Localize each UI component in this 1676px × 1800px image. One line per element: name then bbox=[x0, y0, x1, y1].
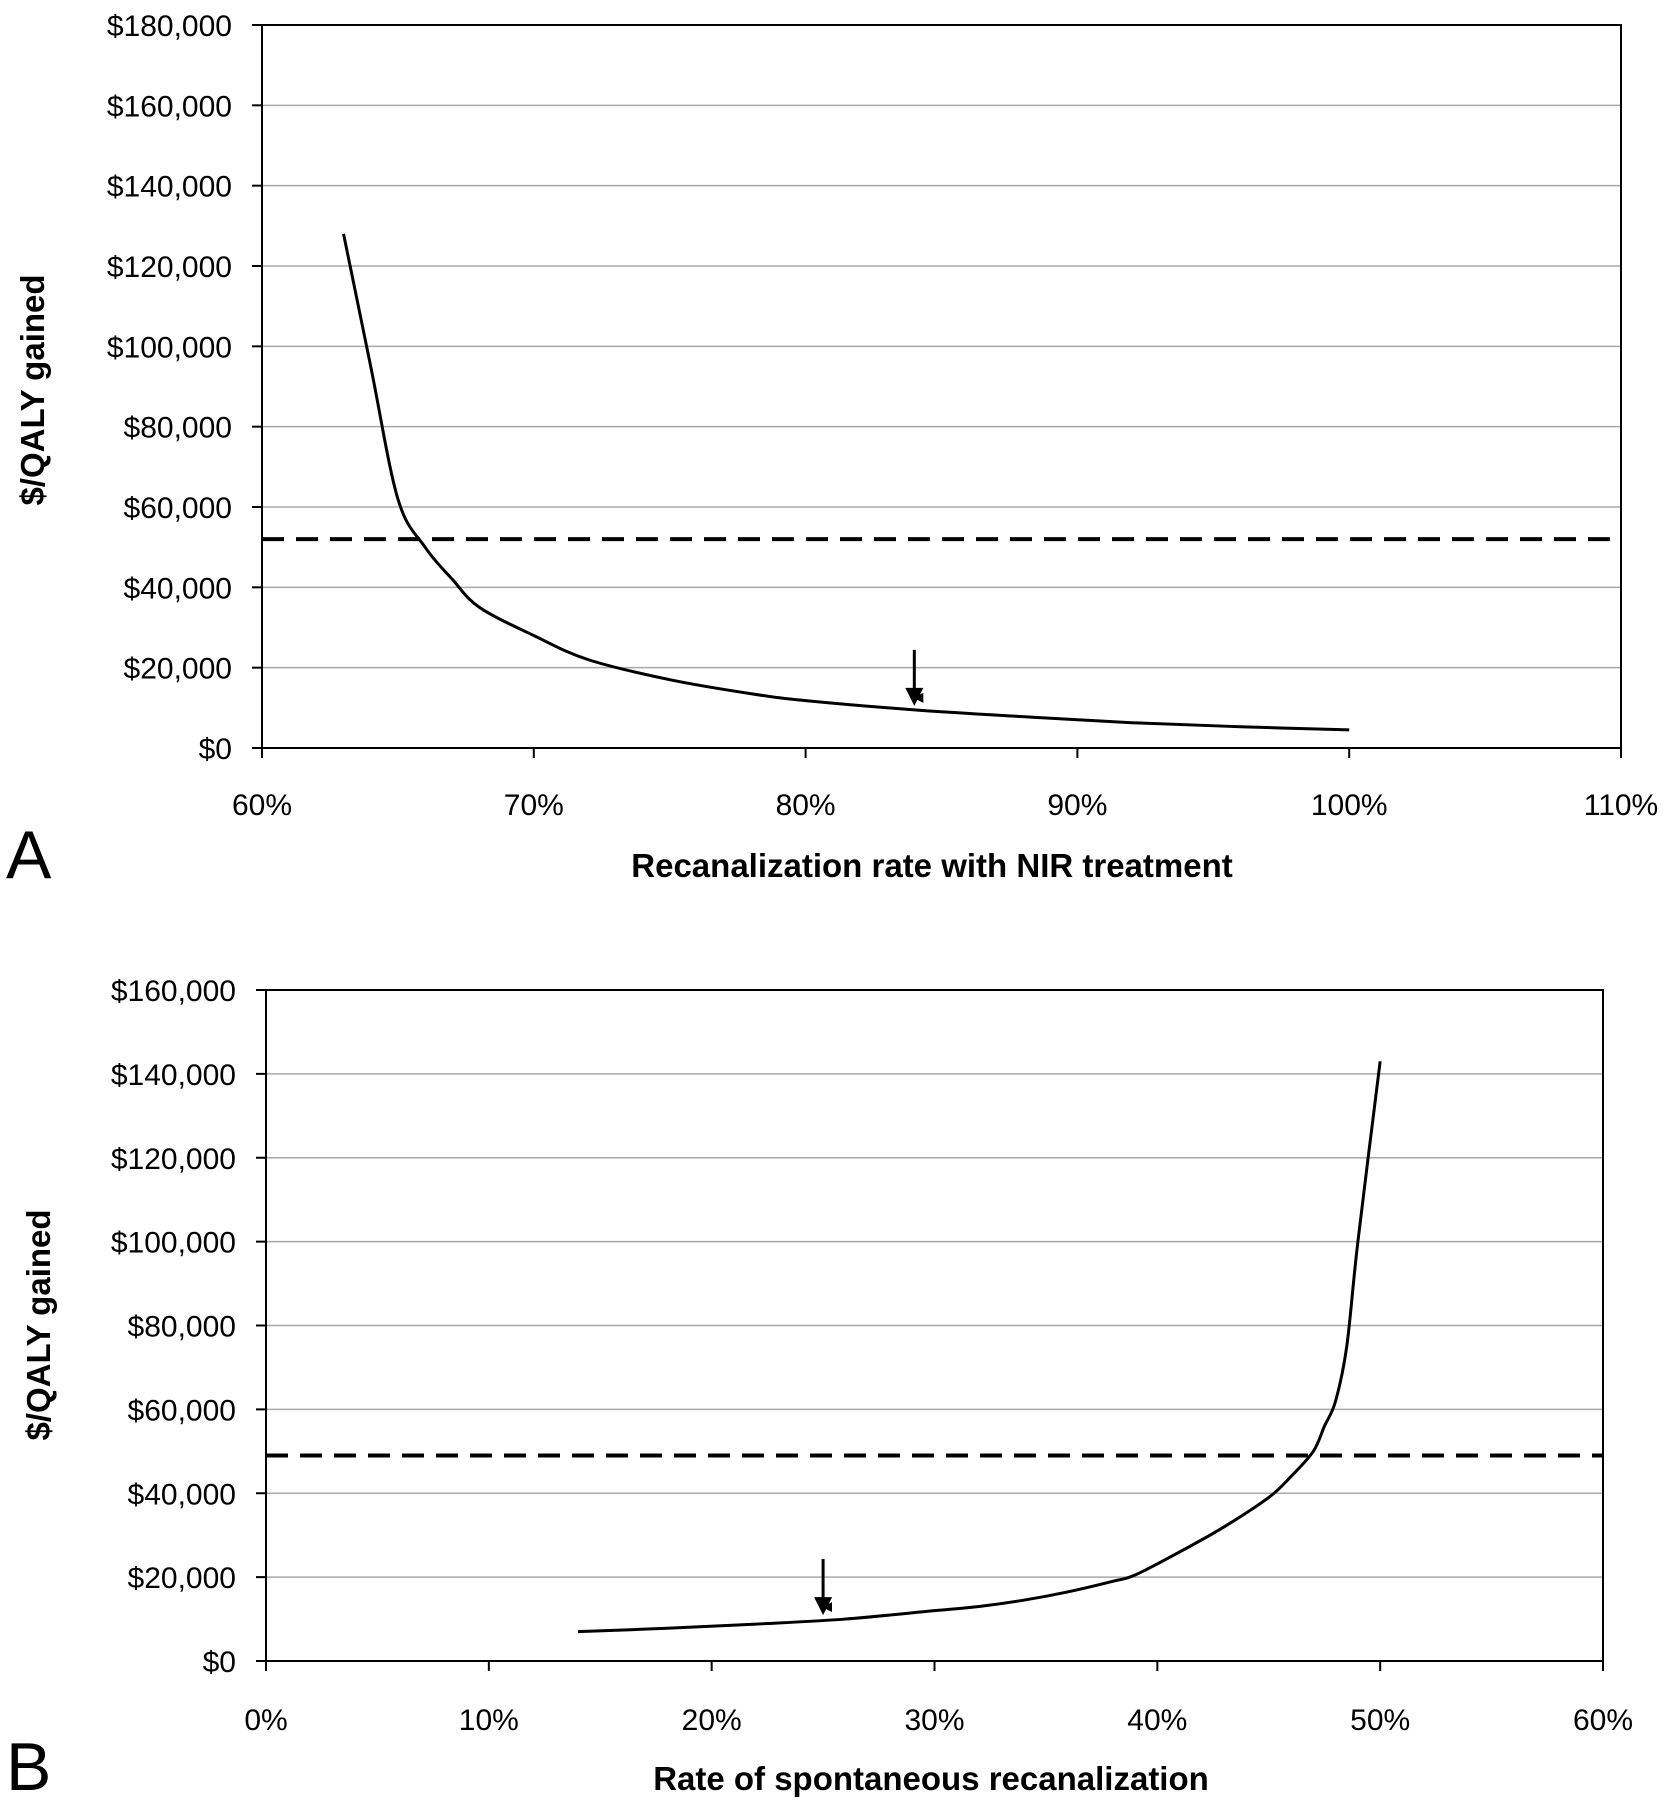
y-tick-label-b: $60,000 bbox=[128, 1394, 236, 1427]
y-tick-label-b: $160,000 bbox=[111, 975, 236, 1008]
y-tick-label-a: $20,000 bbox=[124, 653, 232, 686]
series-line-b bbox=[577, 1061, 1382, 1634]
x-axis-title-a: Recanalization rate with NIR treatment bbox=[631, 847, 1232, 884]
x-tick-label-a: 60% bbox=[232, 789, 292, 822]
y-tick-label-b: $100,000 bbox=[111, 1227, 236, 1260]
arrowhead-b bbox=[814, 1597, 833, 1616]
y-tick-label-a: $40,000 bbox=[124, 572, 232, 605]
y-axis-title-b: $/QALY gained bbox=[20, 1209, 57, 1440]
arrowhead-a bbox=[905, 687, 924, 706]
panel-letter-b: B bbox=[6, 1729, 51, 1800]
x-tick-label-a: 90% bbox=[1047, 789, 1107, 822]
x-tick-label-b: 20% bbox=[682, 1704, 742, 1737]
x-tick-label-b: 0% bbox=[244, 1704, 287, 1737]
x-tick-label-b: 50% bbox=[1350, 1704, 1410, 1737]
chart-panel-a: A Recanalization rate with NIR treatment… bbox=[6, 10, 1658, 893]
x-tick-label-a: 70% bbox=[504, 789, 564, 822]
x-axis-title-b: Rate of spontaneous recanalization bbox=[653, 1760, 1209, 1797]
y-tick-label-a: $60,000 bbox=[124, 492, 232, 525]
y-tick-label-a: $80,000 bbox=[124, 412, 232, 445]
y-tick-label-a: $100,000 bbox=[107, 331, 232, 364]
y-tick-label-a: $180,000 bbox=[107, 10, 232, 43]
x-tick-label-a: 100% bbox=[1311, 789, 1388, 822]
y-tick-label-b: $140,000 bbox=[111, 1059, 236, 1092]
x-tick-label-a: 110% bbox=[1584, 789, 1659, 822]
x-tick-label-b: 30% bbox=[904, 1704, 964, 1737]
x-tick-label-b: 40% bbox=[1127, 1704, 1187, 1737]
y-tick-label-a: $120,000 bbox=[107, 251, 232, 284]
x-tick-label-b: 10% bbox=[459, 1704, 519, 1737]
y-tick-label-b: $40,000 bbox=[128, 1478, 236, 1511]
y-tick-label-a: $0 bbox=[199, 733, 232, 766]
series-line-a bbox=[342, 233, 1350, 732]
y-tick-label-a: $160,000 bbox=[107, 90, 232, 123]
plot-area-a bbox=[261, 24, 1622, 749]
x-tick-label-a: 80% bbox=[776, 789, 836, 822]
y-tick-label-b: $20,000 bbox=[128, 1562, 236, 1595]
x-tick-label-b: 60% bbox=[1573, 1704, 1633, 1737]
panel-letter-a: A bbox=[6, 817, 52, 893]
chart-panel-b: B Rate of spontaneous recanalization $/Q… bbox=[6, 975, 1633, 1800]
y-tick-label-b: $80,000 bbox=[128, 1311, 236, 1344]
y-axis-title-a: $/QALY gained bbox=[14, 274, 51, 505]
y-tick-label-b: $0 bbox=[203, 1646, 236, 1679]
y-tick-label-b: $120,000 bbox=[111, 1143, 236, 1176]
y-tick-label-a: $140,000 bbox=[107, 171, 232, 204]
